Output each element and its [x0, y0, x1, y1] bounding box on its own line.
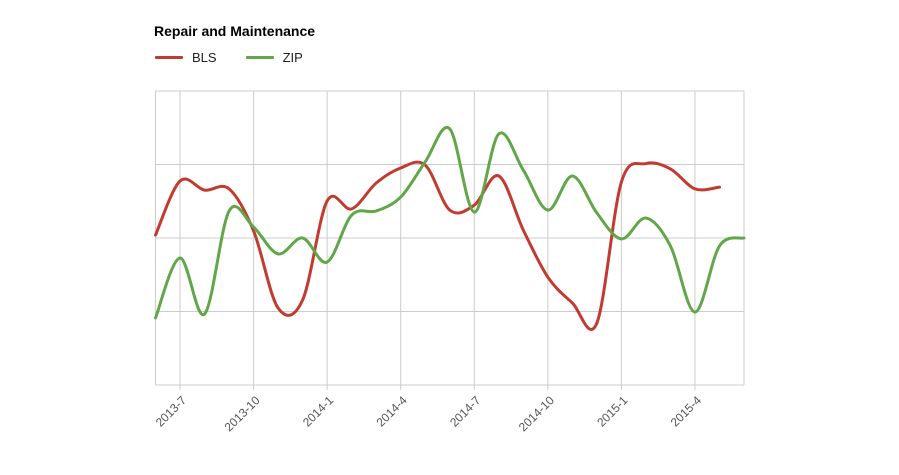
legend-item-zip[interactable]: ZIP: [245, 50, 303, 65]
x-tick-label: 2014-7: [447, 393, 484, 430]
zip-legend-label: ZIP: [282, 50, 303, 65]
bls-legend-label: BLS: [192, 50, 217, 65]
chart-title: Repair and Maintenance: [154, 23, 316, 39]
x-tick-label: 2015-1: [594, 393, 631, 430]
zip-line: [154, 125, 746, 320]
x-tick-label: 2014-10: [516, 393, 557, 434]
x-tick-label: 2014-4: [374, 393, 411, 430]
zip-legend-swatch: [245, 56, 274, 59]
legend: BLS ZIP: [155, 50, 332, 65]
x-tick-label: 2013-7: [153, 393, 190, 430]
legend-item-bls[interactable]: BLS: [155, 50, 217, 65]
x-tick-label: 2015-4: [668, 393, 705, 430]
bls-legend-swatch: [155, 56, 183, 59]
bls-line: [154, 160, 721, 331]
x-tick-label: 2013-10: [222, 393, 263, 434]
x-tick-label: 2014-1: [300, 393, 337, 430]
